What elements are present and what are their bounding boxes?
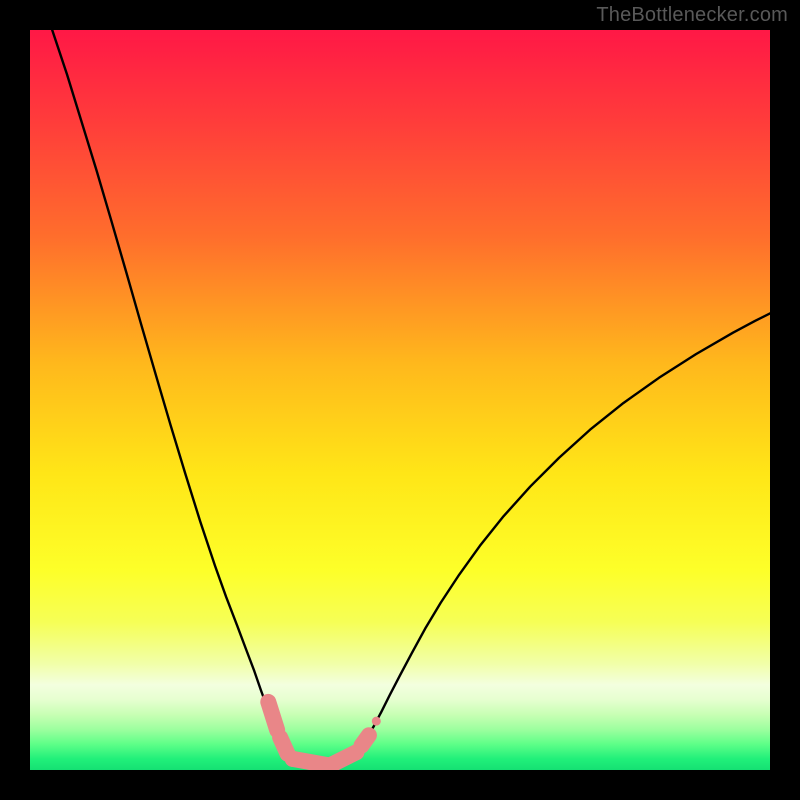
chart-canvas: TheBottlenecker.com — [0, 0, 800, 800]
plot-background — [30, 30, 770, 770]
watermark-text: TheBottlenecker.com — [596, 4, 788, 27]
chart-svg — [0, 0, 800, 800]
